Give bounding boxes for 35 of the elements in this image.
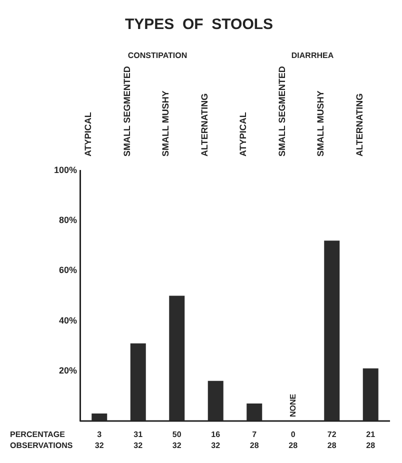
x-tick-label: SMALL SEGMENTED	[122, 66, 132, 156]
text: 28	[250, 441, 260, 450]
data-label: 3	[97, 430, 102, 440]
text: 32	[134, 441, 144, 450]
text: 28	[288, 441, 298, 450]
x-tick-label: ATYPICAL	[83, 112, 94, 156]
data-label: 50	[172, 430, 182, 440]
y-tick-label: 20%	[58, 365, 77, 376]
data-label: 7	[252, 430, 258, 440]
data-label: 21	[366, 430, 376, 440]
text: DIARRHEA	[291, 51, 334, 60]
text: 32	[172, 441, 182, 450]
y-tick-label: 60%	[58, 265, 77, 276]
data-label: 31	[134, 430, 144, 440]
text: OBSERVATIONS	[10, 441, 74, 450]
text: 32	[211, 441, 221, 450]
x-tick-label: SMALL MUSHY	[316, 90, 326, 156]
chart-title: TYPES OF STOOLS	[124, 16, 274, 34]
text: 32	[94, 441, 104, 450]
data-label: 16	[211, 430, 221, 440]
data-label: 72	[327, 430, 337, 440]
text: PERCENTAGE	[10, 430, 66, 440]
y-tick-label: 80%	[58, 215, 77, 226]
annotation: NONE	[288, 393, 298, 417]
text: 28	[327, 441, 337, 450]
x-tick-label: SMALL MUSHY	[160, 90, 171, 156]
x-tick-label: SMALL SEGMENTED	[276, 66, 287, 156]
text: 28	[366, 441, 376, 450]
y-tick-label: 100%	[54, 164, 77, 175]
x-tick-label: ALTERNATING	[354, 93, 364, 156]
x-tick-label: ALTERNATING	[199, 93, 210, 156]
data-label: 0	[290, 430, 296, 440]
text: CONSTIPATION	[128, 51, 188, 60]
x-tick-label: ATYPICAL	[238, 112, 248, 156]
y-tick-label: 40%	[58, 315, 77, 326]
